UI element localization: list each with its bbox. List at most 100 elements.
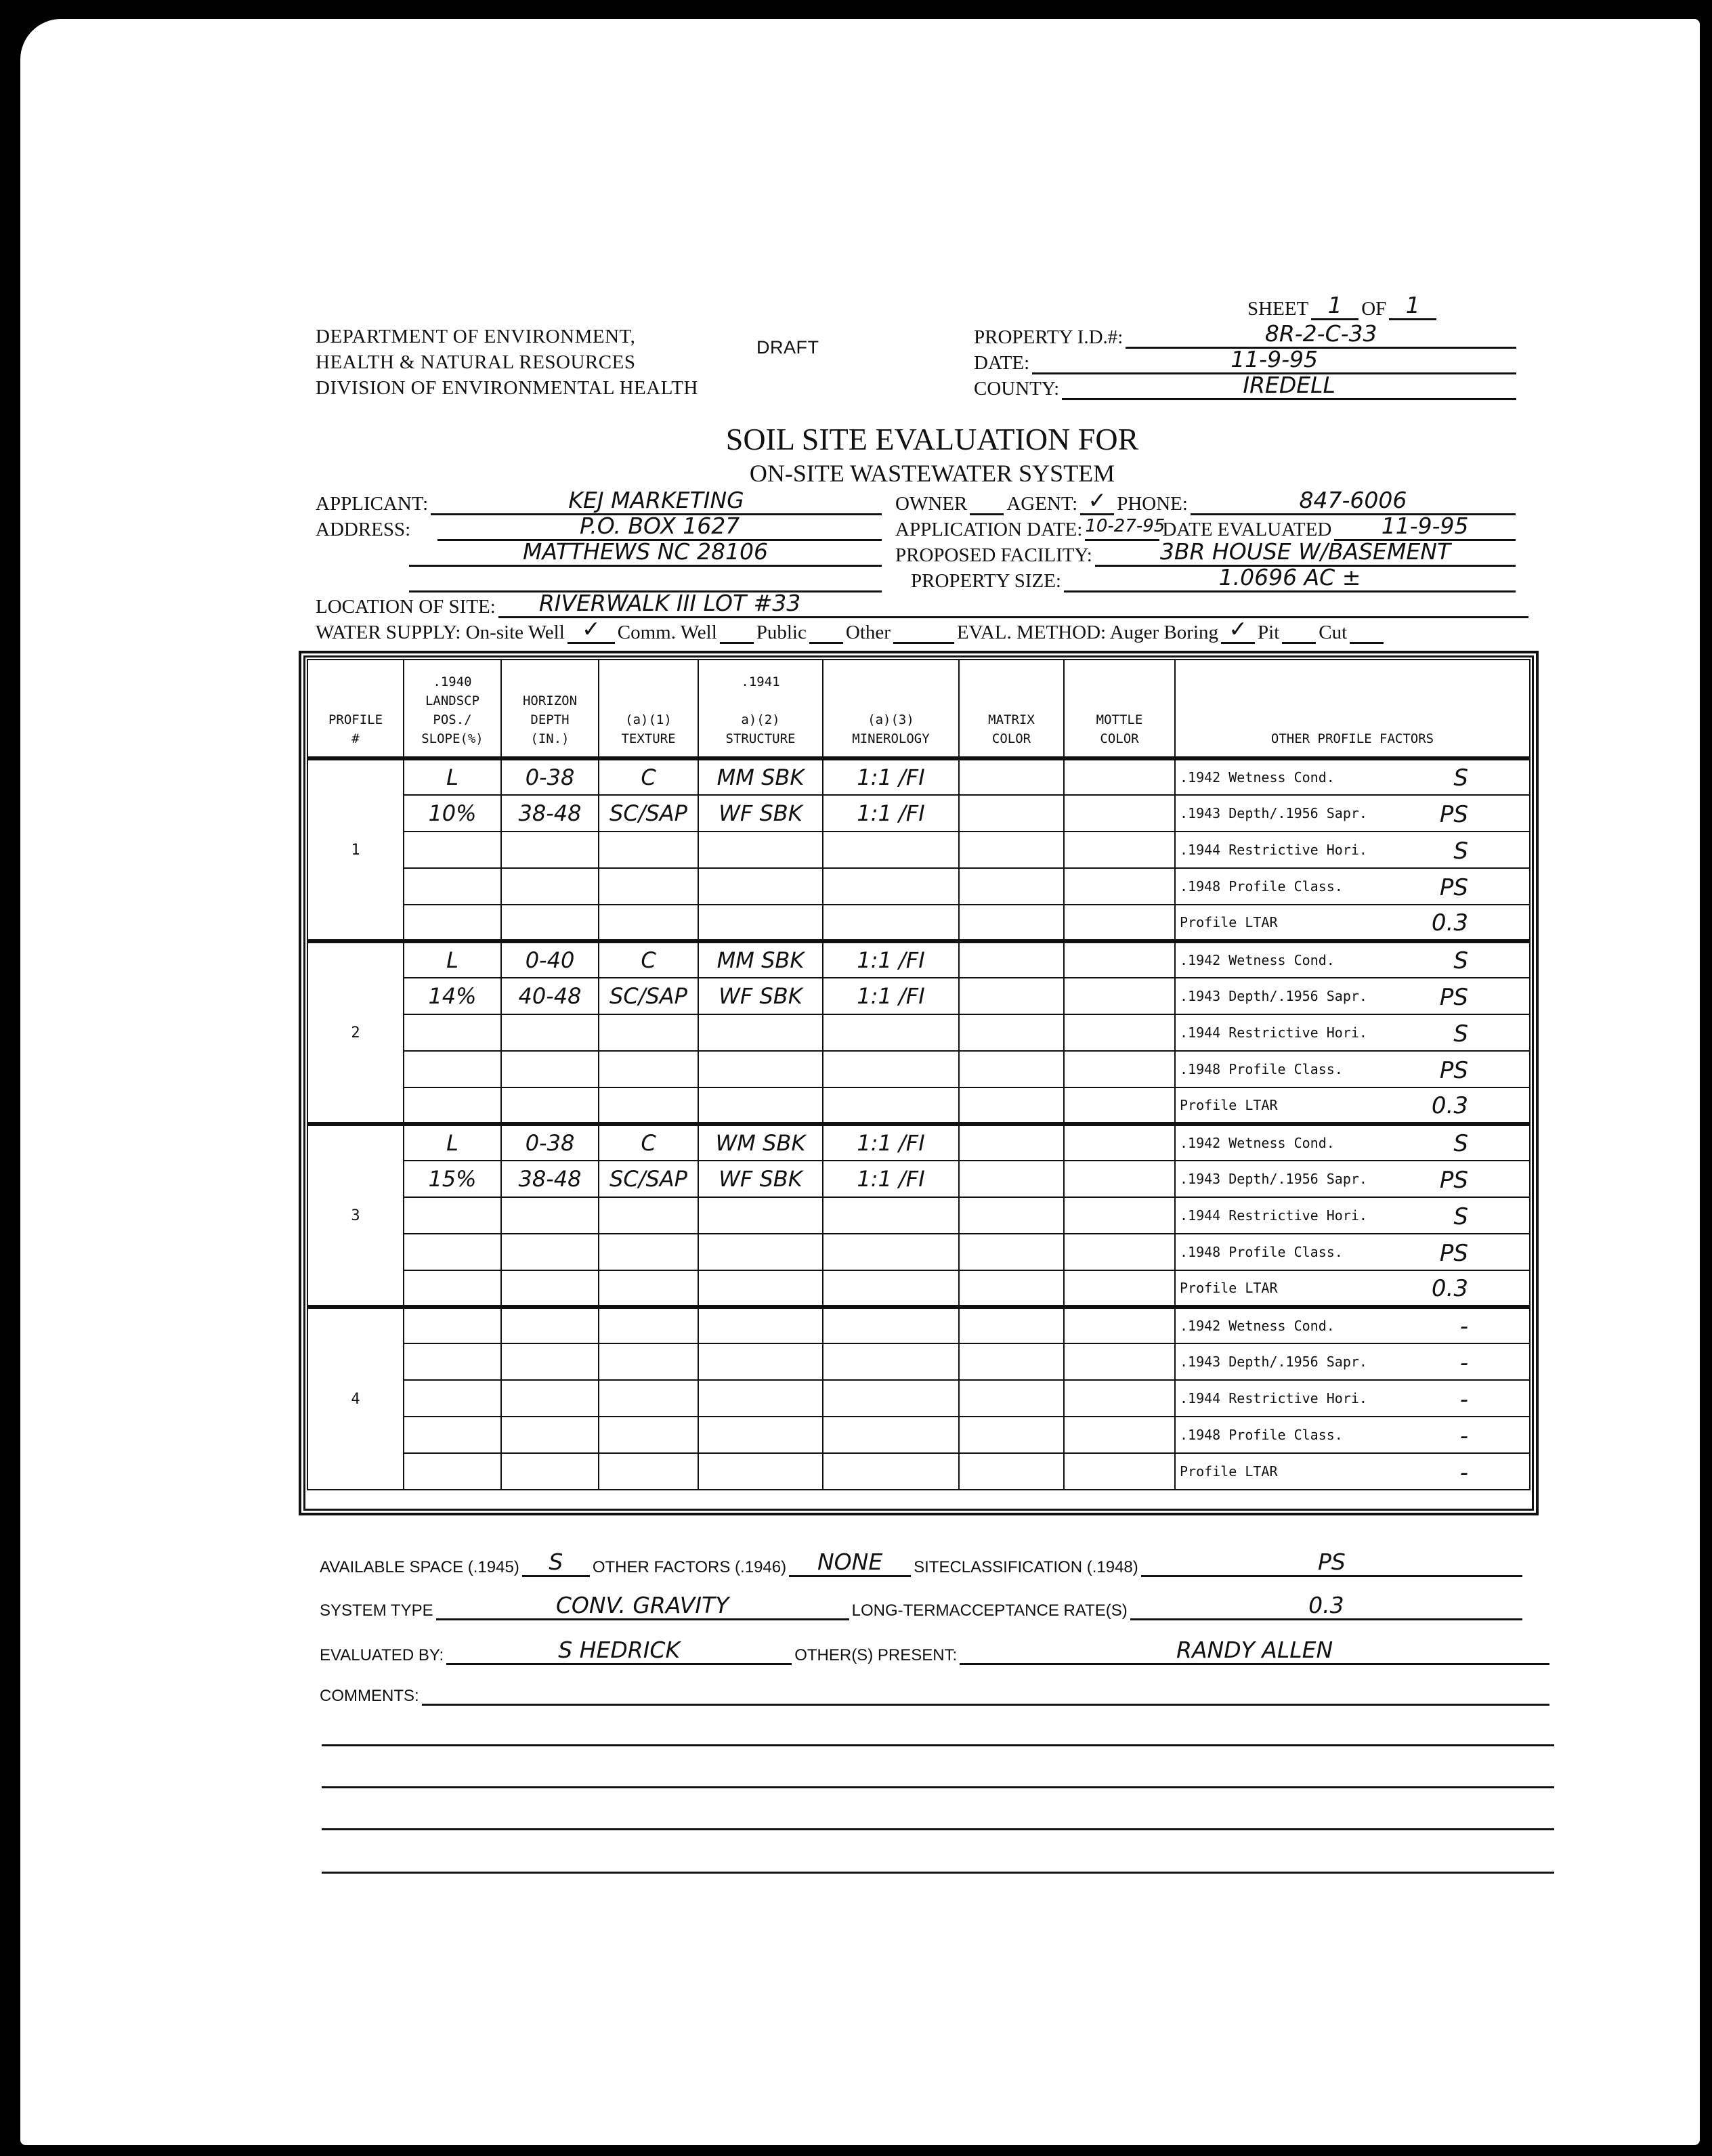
table-cell[interactable]: 0-38 xyxy=(500,1122,599,1161)
available-space-value[interactable]: S xyxy=(521,1549,590,1577)
profile-factor-value[interactable]: S xyxy=(1453,838,1468,865)
table-cell[interactable] xyxy=(698,1379,823,1417)
profile-factor-value[interactable]: - xyxy=(1459,1459,1468,1486)
profile-factor-value[interactable]: PS xyxy=(1439,984,1468,1011)
table-cell[interactable]: 1:1 /FI xyxy=(822,794,960,832)
table-cell[interactable] xyxy=(698,1270,823,1308)
other-factors-value[interactable]: NONE xyxy=(789,1549,912,1577)
profile-factor-value[interactable]: S xyxy=(1453,1130,1468,1157)
table-cell[interactable] xyxy=(958,867,1065,905)
table-cell[interactable]: WM SBK xyxy=(698,1122,823,1161)
profile-factor-value[interactable]: 0.3 xyxy=(1431,1275,1468,1302)
table-cell[interactable] xyxy=(1063,939,1176,978)
table-cell[interactable] xyxy=(598,1379,699,1417)
table-cell[interactable]: L xyxy=(403,756,502,796)
table-cell[interactable]: WF SBK xyxy=(698,794,823,832)
table-cell[interactable] xyxy=(598,1233,699,1271)
table-cell[interactable] xyxy=(822,904,960,942)
table-cell[interactable] xyxy=(403,1452,502,1490)
table-cell[interactable] xyxy=(1063,1014,1176,1052)
profile-factor-value[interactable]: PS xyxy=(1439,1057,1468,1084)
application-date-value[interactable]: 10-27-95 xyxy=(1085,513,1165,541)
profile-factor-value[interactable]: PS xyxy=(1439,1167,1468,1194)
table-cell[interactable]: C xyxy=(598,939,699,978)
table-cell[interactable] xyxy=(1063,1087,1176,1125)
phone-value[interactable]: 847-6006 xyxy=(1190,488,1516,515)
table-cell[interactable] xyxy=(698,1452,823,1490)
table-cell[interactable] xyxy=(1063,1050,1176,1088)
table-cell[interactable]: 1:1 /FI xyxy=(822,939,960,978)
table-cell[interactable]: 1:1 /FI xyxy=(822,1160,960,1198)
table-cell[interactable] xyxy=(598,1452,699,1490)
evaluated-by-value[interactable]: S HEDRICK xyxy=(446,1637,792,1665)
table-cell[interactable] xyxy=(958,831,1065,869)
table-cell[interactable]: 0-38 xyxy=(500,756,599,796)
table-cell[interactable]: 38-48 xyxy=(500,1160,599,1198)
of-value[interactable]: 1 xyxy=(1389,293,1437,320)
table-cell[interactable] xyxy=(822,1452,960,1490)
comment-line[interactable] xyxy=(322,1744,1554,1746)
table-cell[interactable] xyxy=(403,831,502,869)
table-cell[interactable] xyxy=(500,1379,599,1417)
table-cell[interactable]: 14% xyxy=(403,977,502,1015)
table-cell[interactable] xyxy=(1063,977,1176,1015)
table-cell[interactable]: SC/SAP xyxy=(598,1160,699,1198)
table-cell[interactable]: WF SBK xyxy=(698,977,823,1015)
onsite-well-checkbox[interactable]: ✓ xyxy=(567,616,615,644)
table-cell[interactable] xyxy=(1063,1270,1176,1308)
table-cell[interactable] xyxy=(1063,1416,1176,1454)
table-cell[interactable]: C xyxy=(598,756,699,796)
table-cell[interactable] xyxy=(598,1416,699,1454)
table-cell[interactable] xyxy=(958,904,1065,942)
profile-factor-value[interactable]: - xyxy=(1459,1350,1468,1377)
property-id-value[interactable]: 8R-2-C-33 xyxy=(1126,321,1516,349)
cut-checkbox[interactable] xyxy=(1350,616,1384,644)
ltar-value[interactable]: 0.3 xyxy=(1130,1593,1522,1620)
table-cell[interactable] xyxy=(698,1196,823,1234)
table-cell[interactable] xyxy=(598,1050,699,1088)
table-cell[interactable] xyxy=(500,1452,599,1490)
table-cell[interactable] xyxy=(822,1343,960,1381)
table-cell[interactable] xyxy=(958,1233,1065,1271)
table-cell[interactable] xyxy=(500,831,599,869)
agent-checkbox[interactable]: ✓ xyxy=(1080,488,1115,515)
table-cell[interactable] xyxy=(1063,794,1176,832)
table-cell[interactable]: 1:1 /FI xyxy=(822,1122,960,1161)
table-cell[interactable] xyxy=(598,1014,699,1052)
sheet-value[interactable]: 1 xyxy=(1311,293,1359,320)
profile-factor-value[interactable]: S xyxy=(1453,1020,1468,1048)
address-line-2[interactable]: MATTHEWS NC 28106 xyxy=(409,539,882,567)
profile-factor-value[interactable]: S xyxy=(1453,764,1468,792)
profile-factor-value[interactable]: 0.3 xyxy=(1431,1092,1468,1119)
table-cell[interactable] xyxy=(403,1305,502,1344)
table-cell[interactable] xyxy=(598,904,699,942)
table-cell[interactable] xyxy=(1063,1343,1176,1381)
table-cell[interactable]: 0-40 xyxy=(500,939,599,978)
table-cell[interactable] xyxy=(598,1196,699,1234)
table-cell[interactable] xyxy=(958,1379,1065,1417)
table-cell[interactable] xyxy=(1063,867,1176,905)
table-cell[interactable]: 15% xyxy=(403,1160,502,1198)
system-type-value[interactable]: CONV. GRAVITY xyxy=(435,1593,849,1620)
table-cell[interactable] xyxy=(958,1087,1065,1125)
table-cell[interactable]: MM SBK xyxy=(698,939,823,978)
table-cell[interactable] xyxy=(958,1305,1065,1344)
table-cell[interactable]: SC/SAP xyxy=(598,977,699,1015)
table-cell[interactable] xyxy=(822,1196,960,1234)
table-cell[interactable] xyxy=(598,1343,699,1381)
table-cell[interactable] xyxy=(598,867,699,905)
table-cell[interactable] xyxy=(698,1343,823,1381)
table-cell[interactable] xyxy=(698,904,823,942)
table-cell[interactable] xyxy=(500,1233,599,1271)
table-cell[interactable] xyxy=(598,1270,699,1308)
table-cell[interactable] xyxy=(403,1379,502,1417)
other-checkbox[interactable] xyxy=(893,616,954,644)
date-value[interactable]: 11-9-95 xyxy=(1032,347,1516,374)
address-line-1[interactable]: P.O. BOX 1627 xyxy=(437,513,882,541)
table-cell[interactable] xyxy=(598,1087,699,1125)
table-cell[interactable]: MM SBK xyxy=(698,756,823,796)
table-cell[interactable] xyxy=(1063,1305,1176,1344)
table-cell[interactable] xyxy=(403,904,502,942)
table-cell[interactable] xyxy=(958,756,1065,796)
table-cell[interactable] xyxy=(822,1270,960,1308)
